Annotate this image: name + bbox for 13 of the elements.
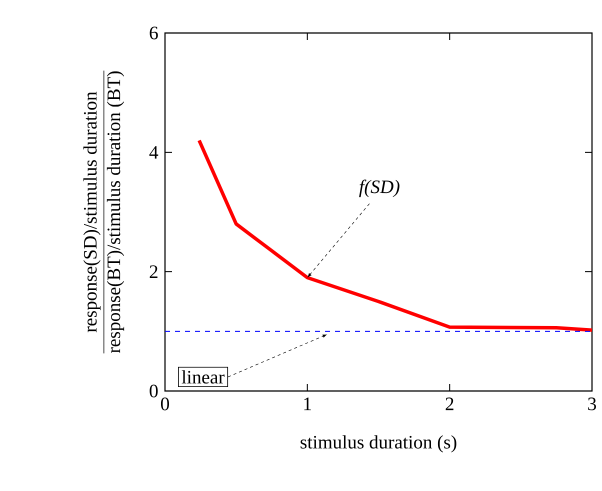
y-tick-label: 2 (150, 265, 158, 278)
x-tick-label: 2 (446, 398, 454, 410)
x-axis-title: stimulus duration (s) (300, 435, 456, 452)
x-tick-label: 0 (160, 398, 170, 410)
line-series (197, 138, 594, 332)
ref-line-label: linear (182, 370, 224, 384)
x-tick-label: 1 (304, 398, 311, 410)
y-axis-title: $\frac{\text{response(SD)/stimulus duration}}{\text{response(BT)/stimulus duration (BT)}}$ (83, 70, 124, 354)
y-tick-label: 4 (149, 146, 158, 159)
x-tick-label: 3 (588, 398, 596, 410)
y-tick-label: 0 (150, 384, 158, 398)
y-tick-label: 6 (150, 26, 158, 40)
annotation: f(SD) (359, 180, 400, 198)
